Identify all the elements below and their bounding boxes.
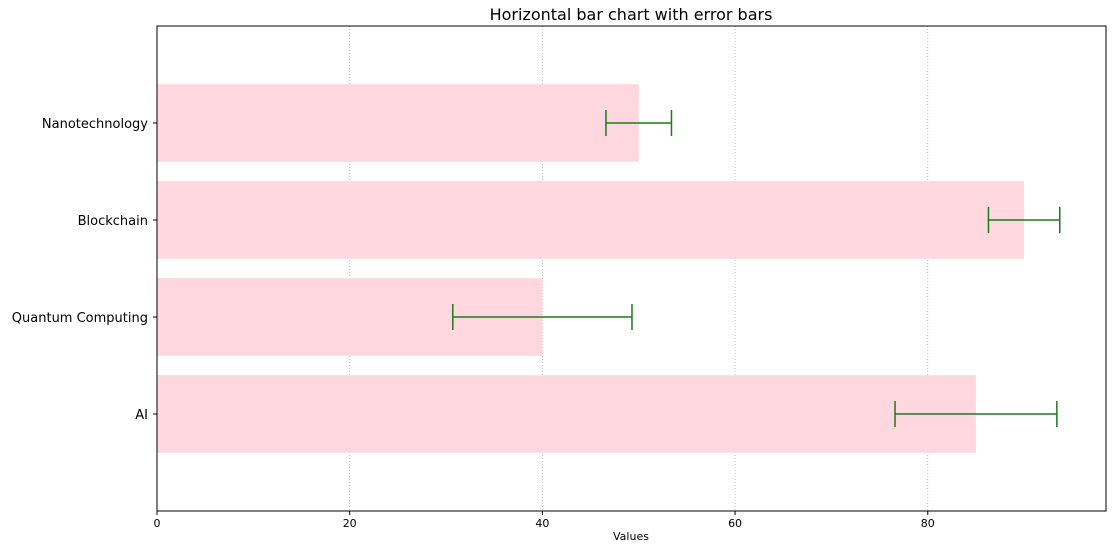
y-tick-label: Quantum Computing [12, 311, 148, 326]
x-tick-label: 0 [154, 517, 161, 530]
plot-frame [156, 25, 1107, 512]
y-tick-label: Nanotechnology [42, 117, 148, 132]
x-axis-ticks: 0 20 40 60 80 [154, 511, 935, 530]
error-bars [452, 110, 1061, 427]
bars [157, 84, 1025, 453]
chart-title: Horizontal bar chart with error bars [490, 5, 773, 24]
y-tick-label: AI [135, 408, 148, 423]
bar [157, 84, 639, 162]
y-axis-ticks: AI Quantum Computing Blockchain Nanotechnol… [12, 117, 157, 423]
x-tick-label: 80 [921, 517, 935, 530]
y-tick-label: Blockchain [78, 214, 148, 229]
bar [157, 181, 1025, 259]
x-tick-label: 60 [728, 517, 742, 530]
bar [157, 375, 976, 453]
x-tick-label: 40 [535, 517, 549, 530]
x-axis-label: Values [613, 530, 649, 543]
x-tick-label: 20 [343, 517, 357, 530]
